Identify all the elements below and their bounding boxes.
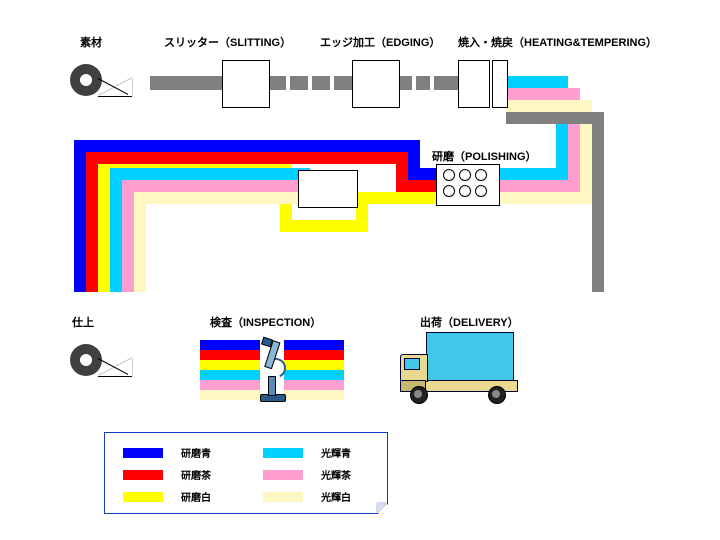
label-inspection: 検査（INSPECTION） bbox=[210, 314, 321, 330]
polish-dot bbox=[459, 169, 471, 181]
pipe-yellow bbox=[98, 164, 110, 292]
material-roll-icon bbox=[70, 340, 140, 380]
legend-swatch bbox=[123, 492, 163, 502]
process-box-slitting bbox=[222, 60, 270, 108]
polish-dot bbox=[475, 185, 487, 197]
legend-item: 研磨青 bbox=[123, 445, 211, 460]
pipe-cream bbox=[134, 192, 310, 204]
pipe-cyan bbox=[110, 168, 122, 292]
stripe-red bbox=[284, 350, 344, 360]
connector-gray bbox=[334, 76, 352, 90]
pipe-cyan bbox=[110, 168, 310, 180]
legend-label: 研磨青 bbox=[181, 445, 211, 460]
pipe-yellow bbox=[356, 192, 448, 204]
stripe-cyan bbox=[200, 370, 260, 380]
legend-swatch bbox=[123, 470, 163, 480]
stripe-red bbox=[200, 350, 260, 360]
process-box-coloring bbox=[298, 170, 358, 208]
stripe-yellow bbox=[284, 360, 344, 370]
stripe-cream bbox=[284, 390, 344, 400]
connector-gray bbox=[416, 76, 430, 90]
legend-label: 光輝茶 bbox=[321, 467, 351, 482]
pipe-red bbox=[86, 152, 408, 164]
stripe-pink bbox=[200, 380, 260, 390]
connector-gray bbox=[150, 76, 222, 90]
stripe-pink bbox=[284, 380, 344, 390]
connector-gray bbox=[268, 76, 286, 90]
legend-box: 研磨青 光輝青研磨茶 光輝茶研磨白 光輝白 bbox=[104, 432, 388, 514]
legend-item: 光輝白 bbox=[263, 489, 351, 504]
pipe-blue bbox=[74, 140, 420, 152]
polish-dot bbox=[443, 169, 455, 181]
stripe-blue bbox=[200, 340, 260, 350]
label-slitting: スリッター（SLITTING） bbox=[164, 34, 291, 50]
legend-swatch bbox=[123, 448, 163, 458]
label-material: 素材 bbox=[80, 34, 102, 50]
legend-label: 研磨茶 bbox=[181, 467, 211, 482]
truck-icon bbox=[398, 330, 518, 406]
process-box-heating1 bbox=[458, 60, 490, 108]
process-box-edging bbox=[352, 60, 400, 108]
label-polishing: 研磨（POLISHING） bbox=[432, 148, 537, 164]
label-edging: エッジ加工（EDGING） bbox=[320, 34, 440, 50]
legend-label: 光輝白 bbox=[321, 489, 351, 504]
pipe-cream bbox=[134, 192, 146, 292]
pipe-gray bbox=[506, 112, 604, 124]
pipe-cream bbox=[498, 192, 592, 204]
pipe-gray bbox=[592, 112, 604, 292]
pipe-yellow bbox=[280, 220, 368, 232]
polish-dot bbox=[459, 185, 471, 197]
connector-gray bbox=[398, 76, 412, 90]
label-finish: 仕上 bbox=[72, 314, 94, 330]
pipe-cyan bbox=[498, 168, 568, 180]
pipe-pink bbox=[498, 180, 580, 192]
pipe-pink bbox=[122, 180, 134, 292]
legend-swatch bbox=[263, 492, 303, 502]
legend-item: 研磨白 bbox=[123, 489, 211, 504]
label-delivery: 出荷（DELIVERY） bbox=[420, 314, 519, 330]
pipe-blue bbox=[74, 140, 86, 292]
connector-gray bbox=[434, 76, 458, 90]
legend-item: 光輝茶 bbox=[263, 467, 351, 482]
polish-dot bbox=[475, 169, 487, 181]
connector-gray bbox=[312, 76, 330, 90]
legend-item: 光輝青 bbox=[263, 445, 351, 460]
process-box-heating2 bbox=[492, 60, 508, 108]
legend-swatch bbox=[263, 470, 303, 480]
polish-dot bbox=[443, 185, 455, 197]
pipe-red bbox=[86, 152, 98, 292]
legend-swatch bbox=[263, 448, 303, 458]
stripe-yellow bbox=[200, 360, 260, 370]
pipe-pink bbox=[122, 180, 310, 192]
label-heating: 焼入・焼戻（HEATING&TEMPERING） bbox=[458, 34, 657, 50]
stripe-blue bbox=[284, 340, 344, 350]
connector-gray bbox=[290, 76, 308, 90]
material-roll-icon bbox=[70, 60, 140, 100]
stripe-cream bbox=[200, 390, 260, 400]
legend-label: 光輝青 bbox=[321, 445, 351, 460]
legend-label: 研磨白 bbox=[181, 489, 211, 504]
microscope-icon bbox=[258, 338, 286, 402]
legend-item: 研磨茶 bbox=[123, 467, 211, 482]
stripe-cyan bbox=[284, 370, 344, 380]
